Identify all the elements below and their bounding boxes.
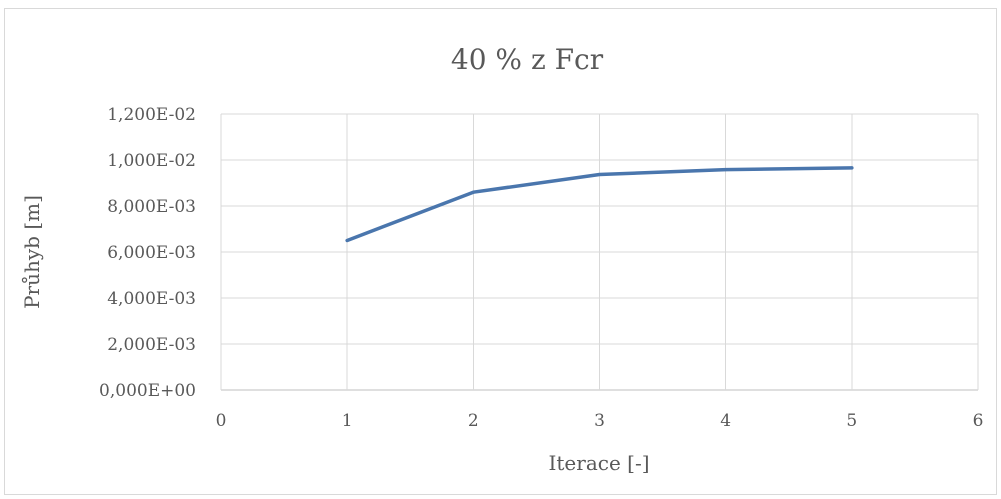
y-axis-label: Průhyb [m] (20, 195, 44, 309)
gridlines (220, 113, 979, 391)
x-tick-label: 6 (973, 411, 984, 431)
x-axis-label: Iterace [-] (548, 451, 649, 475)
data-point (850, 166, 854, 170)
data-point (598, 172, 601, 176)
x-axis-tick-labels: 0 1 2 3 4 5 6 (216, 411, 984, 431)
y-tick-label: 1,200E-02 (107, 105, 196, 125)
y-tick-label: 4,000E-03 (107, 289, 196, 309)
x-tick-label: 3 (594, 411, 605, 431)
data-point (345, 239, 349, 242)
data-point (724, 168, 728, 172)
chart-title: 40 % z Fcr (451, 43, 604, 76)
data-point (471, 190, 475, 194)
y-axis-tick-labels: 0,000E+00 2,000E-03 4,000E-03 6,000E-03 8,00… (99, 105, 196, 401)
y-tick-label: 8,000E-03 (107, 197, 196, 217)
x-tick-label: 2 (468, 411, 479, 431)
y-tick-label: 0,000E+00 (99, 381, 196, 401)
x-tick-label: 0 (216, 411, 227, 431)
x-tick-label: 5 (846, 411, 857, 431)
y-tick-label: 6,000E-03 (107, 243, 196, 263)
x-tick-label: 4 (720, 411, 731, 431)
y-tick-label: 2,000E-03 (107, 335, 196, 355)
x-tick-label: 1 (342, 411, 353, 431)
series-layer (345, 166, 854, 243)
y-tick-label: 1,000E-02 (107, 151, 196, 171)
